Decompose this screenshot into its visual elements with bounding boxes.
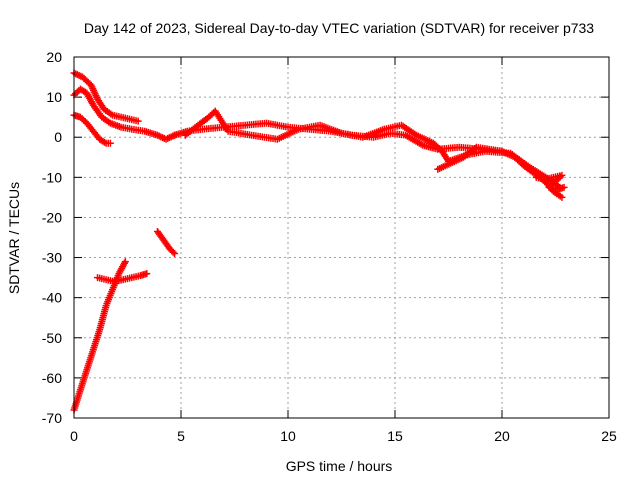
trace-mark [558,184,566,192]
series-track-f [153,227,179,258]
trace-mark [504,149,512,157]
trace-mark [95,328,103,336]
trace-mark [134,272,142,280]
trace-mark [115,113,123,121]
y-tick-label: 20 [46,49,62,65]
chart-title: Day 142 of 2023, Sidereal Day-to-day VTE… [84,20,594,36]
y-tick-label: -60 [42,370,62,386]
trace-mark [89,348,97,356]
trace-mark [556,192,564,200]
trace-mark [293,126,301,134]
x-tick-label: 20 [494,428,510,444]
series-track-c [70,111,114,147]
trace-mark [115,123,123,131]
series-track-e [94,270,151,286]
trace-mark [107,110,115,118]
data-series-layer [70,69,568,414]
trace-mark [100,275,108,283]
trace-mark [84,78,92,86]
series-track-d [70,258,129,414]
trace-mark [336,128,344,136]
trace-mark [126,274,134,282]
y-tick-label: -70 [42,410,62,426]
x-tick-label: 15 [387,428,403,444]
trace-mark [202,115,210,123]
plot-frame [73,56,610,419]
series-track-j [532,171,568,193]
trace-mark [378,126,386,134]
x-tick-label: 25 [601,428,617,444]
trace-mark [445,160,453,168]
trace-mark [76,388,84,396]
trace-mark [160,237,168,245]
trace-mark [169,248,177,256]
trace-mark [114,272,122,280]
y-tick-label: 0 [54,129,62,145]
x-tick-label: 10 [280,428,296,444]
y-tick-label: -40 [42,290,62,306]
trace-mark [156,230,164,238]
y-tick-label: -50 [42,330,62,346]
trace-mark [152,131,160,139]
trace-mark [138,127,146,135]
trace-mark [102,304,110,312]
y-axis-label: SDTVAR / TECUs [6,182,22,294]
y-tick-label: -30 [42,250,62,266]
trace-mark [164,243,172,251]
trace-mark [100,138,108,146]
trace-mark [524,162,532,170]
grid-lines [74,57,609,418]
series-track-a [70,69,142,125]
trace-mark [411,130,419,138]
series-track-i [434,143,506,173]
y-tick-label: 10 [46,89,62,105]
trace-mark [120,259,128,267]
trace-mark [108,288,116,296]
series-track-b [70,85,179,143]
trace-mark [104,139,112,147]
trace-mark [82,368,90,376]
trace-mark [124,115,131,123]
trace-mark [496,147,504,155]
trace-mark [132,117,140,125]
trace-mark [141,270,149,278]
trace-mark [435,145,443,153]
y-tick-label: -10 [42,169,62,185]
x-axis-label: GPS time / hours [286,458,393,474]
x-tick-label: 5 [177,428,185,444]
y-tick-label: -20 [42,209,62,225]
series-track-h [181,107,564,191]
x-tick-label: 0 [70,428,78,444]
trace-mark [168,247,176,255]
trace-mark [117,276,125,284]
trace-mark [417,140,425,148]
trace-mark [547,174,555,182]
trace-mark [400,131,408,139]
trace-mark [471,145,479,153]
axis-ticks: 0 5 10 15 20 25 -70 -60 -50 -40 -30 -20 -10 0 10 20 [42,49,617,444]
